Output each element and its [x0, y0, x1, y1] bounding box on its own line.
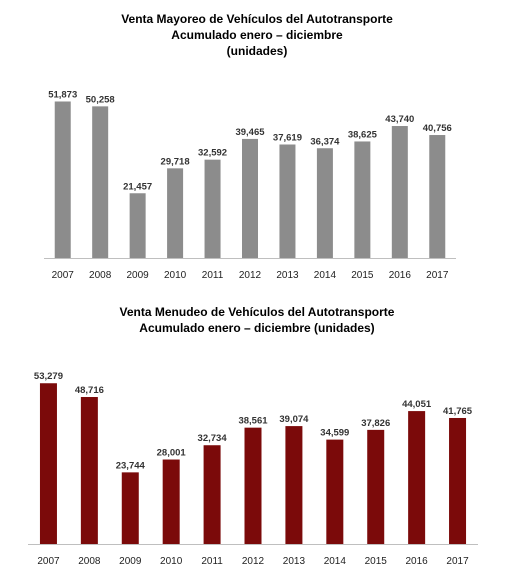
bar [129, 193, 146, 258]
x-tick-label: 2009 [119, 556, 142, 567]
data-label: 53,279 [34, 371, 63, 382]
x-tick-label: 2017 [426, 270, 449, 281]
data-label: 38,625 [348, 129, 378, 140]
data-label: 37,826 [361, 418, 390, 429]
bar [354, 141, 371, 258]
x-tick-label: 2009 [127, 270, 150, 281]
bar [408, 411, 426, 544]
data-label: 37,619 [273, 132, 302, 143]
x-tick-label: 2007 [52, 270, 75, 281]
x-tick-label: 2016 [406, 556, 429, 567]
x-tick-label: 2008 [89, 270, 112, 281]
bar [449, 417, 467, 544]
data-label: 32,734 [198, 433, 228, 444]
data-label: 34,599 [320, 428, 349, 439]
bar [367, 429, 385, 544]
wholesale-chart: Venta Mayoreo de Vehículos del Autotrans… [0, 11, 514, 281]
bar [54, 101, 71, 259]
retail-plot: 53,279 2007 48,716 2008 23,744 2009 28,001 2010… [28, 371, 478, 567]
data-label: 32,592 [198, 148, 227, 159]
x-tick-label: 2014 [314, 270, 337, 281]
title-line: Acumulado enero – diciembre [171, 28, 343, 42]
bar [80, 397, 98, 544]
data-label: 48,716 [75, 385, 104, 396]
data-label: 36,374 [310, 136, 340, 147]
x-tick-label: 2017 [446, 556, 469, 567]
data-label: 39,074 [279, 414, 309, 425]
bar [167, 168, 184, 258]
retail-chart: Venta Menudeo de Vehículos del Autotrans… [0, 296, 514, 580]
x-tick-label: 2013 [283, 556, 306, 567]
bar [326, 439, 344, 544]
data-label: 41,765 [443, 406, 473, 417]
x-tick-label: 2011 [202, 270, 224, 281]
data-label: 40,756 [423, 123, 452, 134]
bar [121, 472, 139, 544]
data-label: 29,718 [161, 156, 190, 167]
data-label: 39,465 [235, 127, 265, 138]
bar [204, 159, 221, 258]
chart-title: Venta Menudeo de Vehículos del Autotrans… [0, 304, 514, 336]
wholesale-plot: 51,873 2007 50,258 2008 21,457 2009 29,718 2010… [44, 89, 456, 281]
bar [429, 135, 446, 258]
x-tick-label: 2012 [242, 556, 265, 567]
data-label: 51,873 [48, 89, 77, 100]
bar [391, 126, 408, 258]
data-label: 50,258 [86, 94, 115, 105]
x-tick-label: 2015 [365, 556, 388, 567]
bar [279, 144, 296, 258]
x-tick-label: 2008 [78, 556, 101, 567]
data-label: 38,561 [238, 416, 268, 427]
bar [92, 106, 109, 258]
x-tick-label: 2014 [324, 556, 347, 567]
chart-title: Venta Mayoreo de Vehículos del Autotrans… [0, 11, 514, 59]
title-line: Venta Mayoreo de Vehículos del Autotrans… [121, 12, 393, 26]
x-tick-label: 2015 [351, 270, 374, 281]
data-label: 23,744 [116, 460, 146, 471]
bar [285, 426, 303, 544]
x-tick-label: 2012 [239, 270, 262, 281]
bar [244, 427, 262, 544]
bar [242, 138, 258, 258]
bar [39, 383, 57, 544]
title-line: Acumulado enero – diciembre (unidades) [139, 321, 375, 335]
bar [316, 148, 333, 258]
x-tick-label: 2013 [276, 270, 299, 281]
x-tick-label: 2007 [37, 556, 60, 567]
data-label: 44,051 [402, 399, 432, 410]
bar [203, 445, 221, 544]
data-label: 28,001 [157, 448, 187, 459]
x-tick-label: 2010 [160, 556, 183, 567]
x-tick-label: 2016 [389, 270, 412, 281]
data-label: 21,457 [123, 181, 152, 192]
data-label: 43,740 [385, 114, 414, 125]
title-line: Venta Menudeo de Vehículos del Autotrans… [119, 305, 395, 319]
x-tick-label: 2011 [201, 556, 223, 567]
x-tick-label: 2010 [164, 270, 187, 281]
title-line: (unidades) [226, 44, 288, 58]
bar [162, 459, 180, 544]
